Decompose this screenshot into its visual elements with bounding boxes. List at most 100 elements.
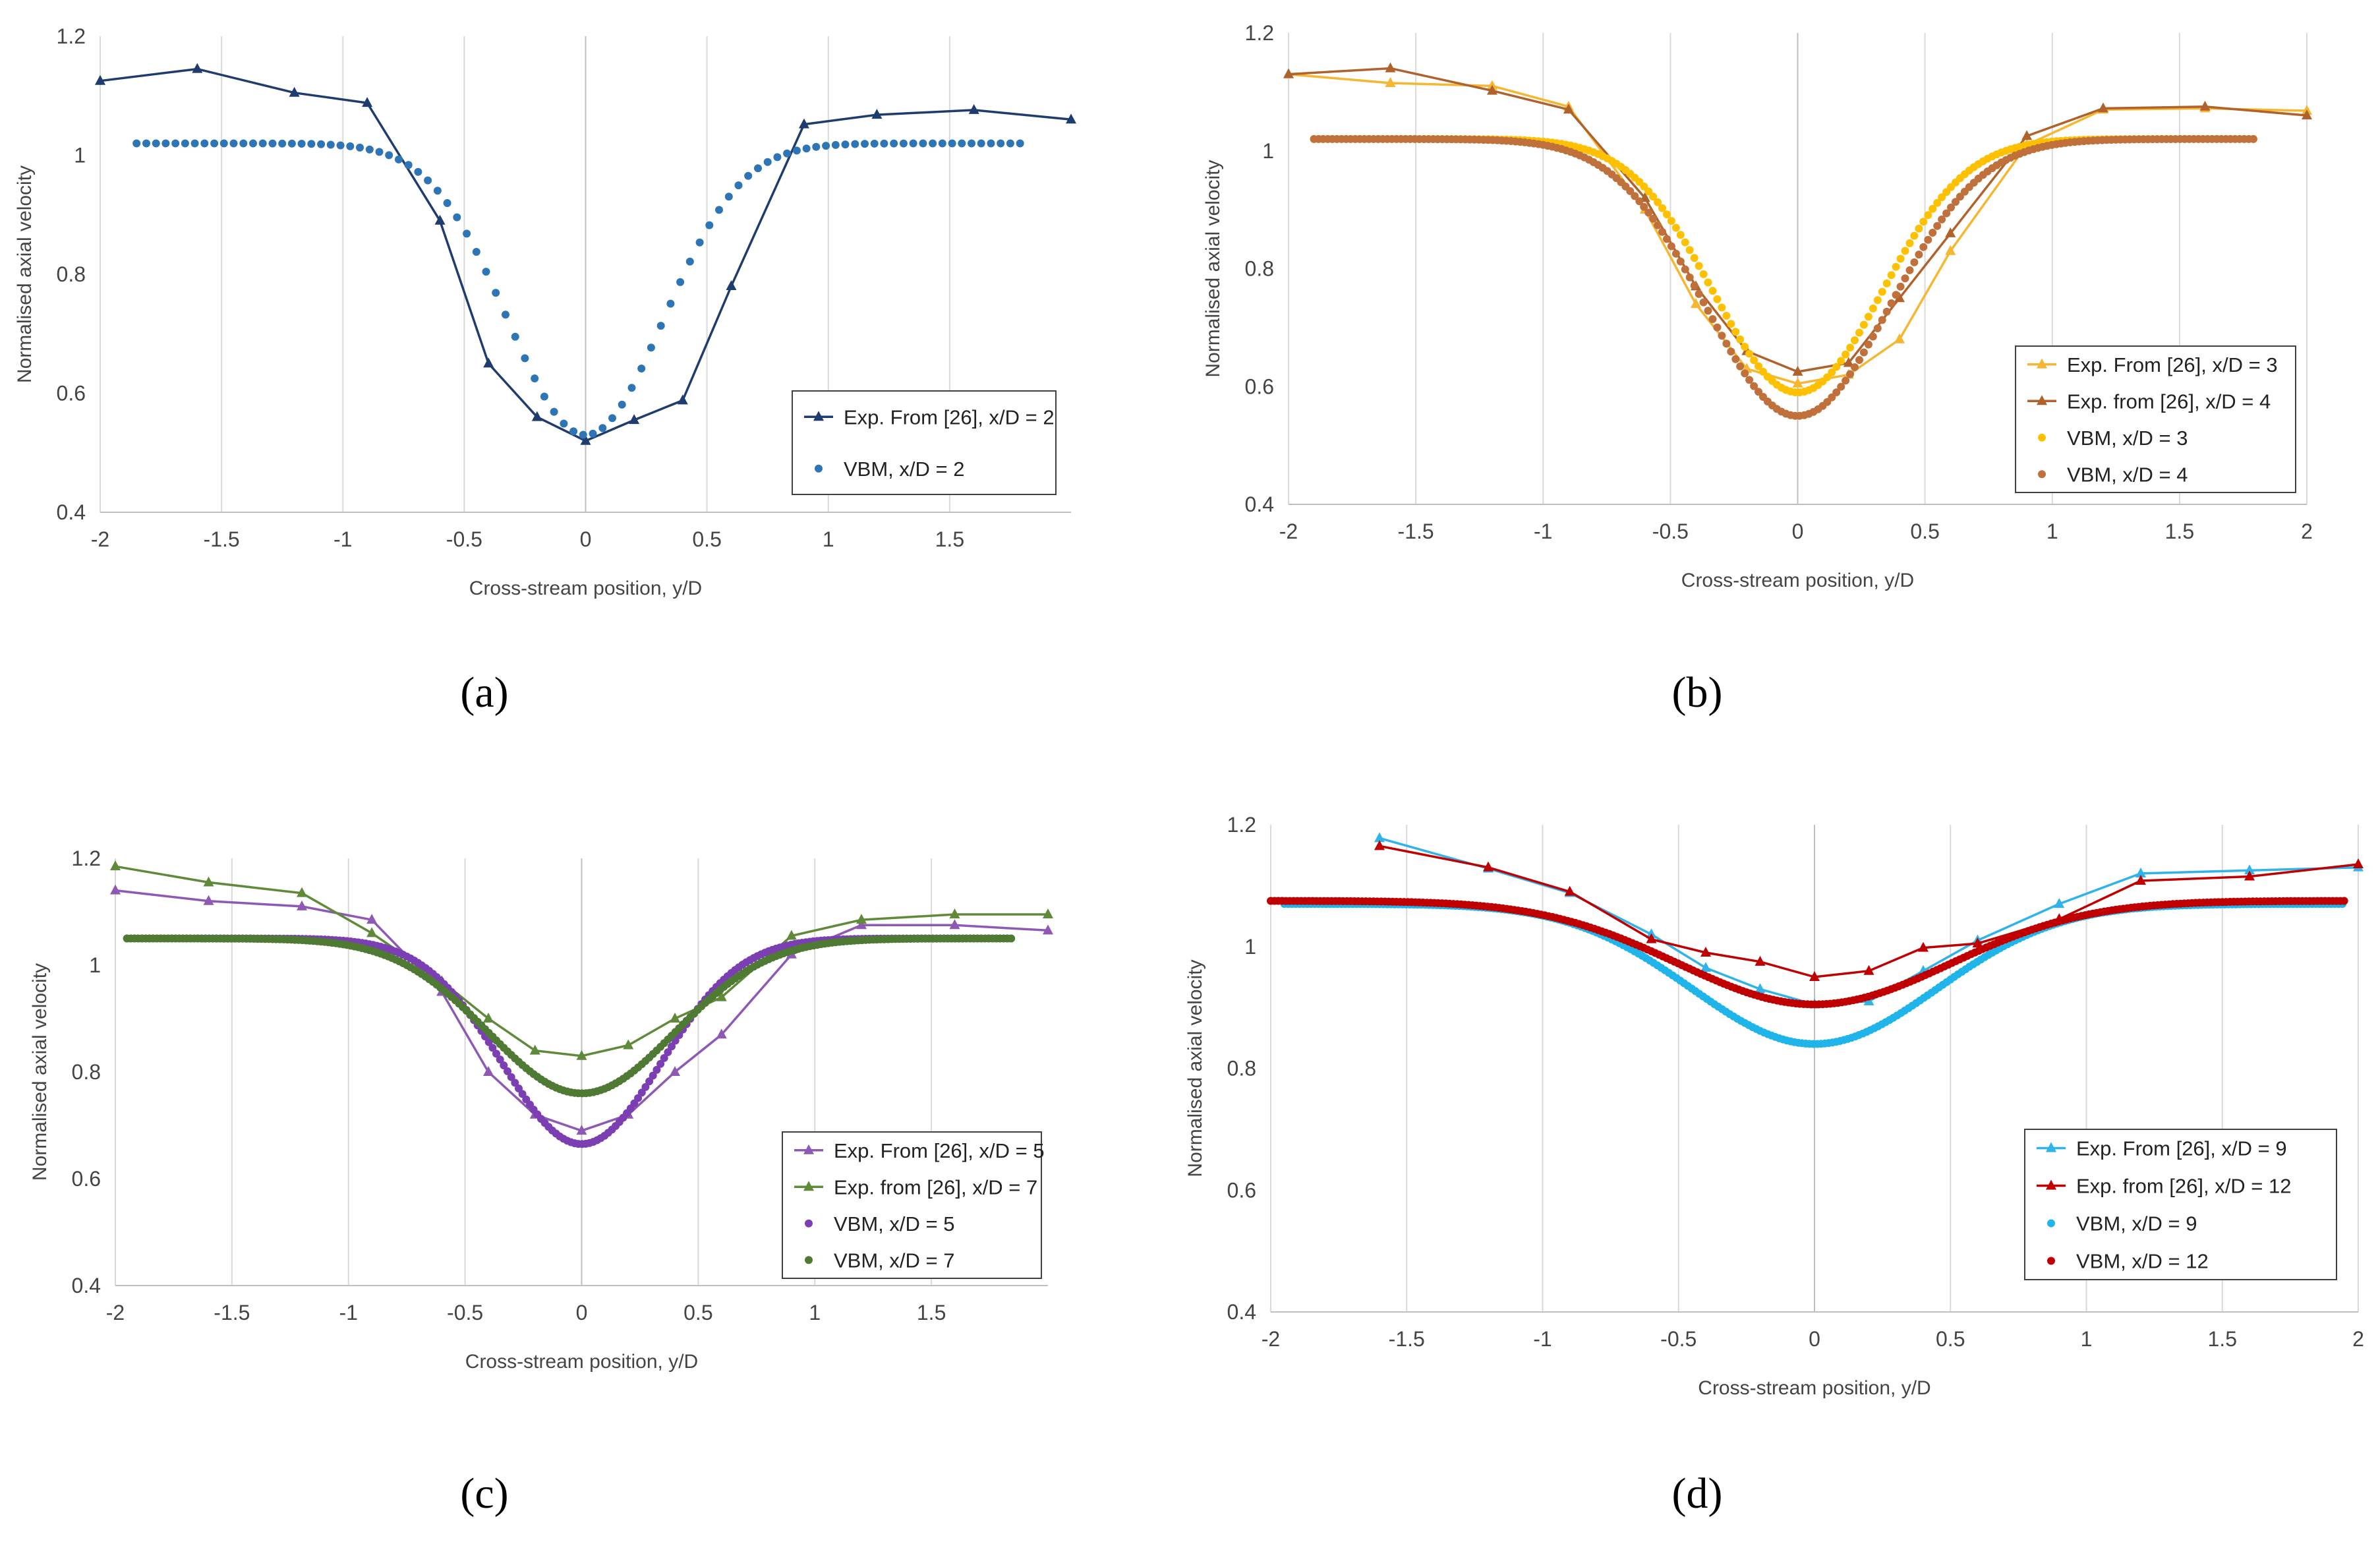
- data-point: [1755, 388, 1762, 396]
- data-point: [1952, 198, 1959, 206]
- series-2: [1374, 840, 2364, 981]
- data-point: [1855, 328, 1863, 337]
- data-point: [496, 1055, 504, 1064]
- data-point-marker: [576, 1125, 587, 1135]
- y-tick-label: 0.4: [57, 500, 86, 524]
- data-point: [550, 407, 558, 416]
- data-point-marker: [1894, 292, 1905, 303]
- data-point: [385, 151, 393, 160]
- data-point-marker: [1385, 62, 1396, 73]
- data-point-marker: [1483, 861, 1494, 872]
- data-point: [589, 429, 597, 438]
- data-point-marker: [580, 434, 591, 445]
- data-point: [1873, 296, 1882, 305]
- x-tick-label: 1.5: [935, 527, 964, 551]
- data-point: [831, 140, 840, 149]
- data-point-marker: [1809, 970, 1820, 981]
- y-tick-label: 0.8: [72, 1060, 101, 1084]
- data-point: [268, 139, 277, 148]
- data-point: [1892, 262, 1900, 271]
- data-point: [685, 257, 694, 266]
- data-point: [1663, 235, 1671, 243]
- data-point-marker: [1792, 377, 1803, 388]
- panel-label: (c): [460, 1470, 508, 1518]
- x-axis-title: Cross-stream position, y/D: [1698, 1377, 1930, 1399]
- legend-marker: [2038, 433, 2046, 442]
- data-point: [1864, 312, 1872, 321]
- data-point: [1924, 211, 1932, 220]
- data-point: [664, 1048, 672, 1056]
- data-point: [1929, 204, 1937, 213]
- y-tick-label: 0.8: [57, 262, 86, 286]
- data-point: [443, 199, 451, 207]
- data-point: [1708, 315, 1717, 323]
- data-point: [1828, 393, 1836, 401]
- data-point-marker: [483, 1066, 494, 1076]
- data-point: [792, 146, 801, 155]
- data-point-marker: [629, 414, 640, 425]
- data-point: [1919, 218, 1928, 226]
- data-point: [734, 181, 743, 190]
- y-tick-label: 0.6: [72, 1167, 101, 1191]
- data-point: [1685, 246, 1694, 254]
- data-point: [1828, 368, 1836, 376]
- data-point-marker: [2054, 898, 2065, 908]
- data-point-marker: [1700, 946, 1711, 957]
- data-point: [531, 374, 539, 382]
- legend-marker: [803, 1181, 814, 1191]
- data-point-marker: [483, 1013, 494, 1023]
- data-point: [1910, 258, 1919, 266]
- legend: Exp. From [26], x/D = 3 Exp. from [26], x…: [2015, 345, 2296, 493]
- data-point: [656, 322, 665, 330]
- data-point: [1722, 340, 1731, 348]
- data-point: [656, 1059, 665, 1068]
- data-point: [1915, 224, 1923, 233]
- data-point: [1832, 363, 1841, 371]
- series-2: [132, 139, 1024, 439]
- data-point-marker: [2199, 100, 2211, 111]
- legend-entry-label: VBM, x/D = 9: [2076, 1212, 2197, 1235]
- y-tick-label: 1.2: [72, 846, 101, 870]
- data-point: [997, 139, 1005, 148]
- data-point: [1741, 369, 1749, 378]
- data-point: [668, 1042, 676, 1051]
- data-point: [1640, 202, 1648, 211]
- data-point: [618, 400, 626, 409]
- data-point: [1685, 273, 1694, 282]
- legend-marker: [2046, 1142, 2056, 1152]
- data-point: [463, 229, 471, 238]
- x-tick-label: 0.5: [683, 1301, 712, 1324]
- data-point: [511, 332, 519, 341]
- data-point-marker: [1792, 365, 1803, 376]
- panel-label: (a): [460, 668, 508, 717]
- legend-entry-label: Exp. From [26], x/D = 2: [844, 405, 1055, 429]
- data-point-marker: [192, 63, 203, 73]
- data-point: [511, 1079, 519, 1087]
- y-axis-title: Normalised axial velocity: [14, 165, 36, 383]
- data-point-marker: [871, 109, 883, 119]
- data-point: [627, 384, 636, 392]
- data-point: [1690, 282, 1698, 290]
- data-point: [1654, 198, 1662, 206]
- data-point: [1956, 193, 1964, 201]
- series-1: [95, 63, 1076, 445]
- data-point: [1671, 223, 1680, 232]
- data-point: [1869, 332, 1877, 341]
- x-tick-label: -1: [1533, 1327, 1552, 1351]
- chart-panel-3: -2 -1.5 -1 -0.5 0 0.5 1 1.5 0.4 0.6 0.8 1 1.2 Cross-s…: [29, 846, 1053, 1518]
- x-tick-label: 1: [823, 527, 834, 551]
- data-point-marker: [677, 394, 688, 405]
- data-point: [142, 139, 150, 148]
- data-point: [1016, 139, 1024, 148]
- data-point-marker: [716, 991, 727, 1001]
- data-point: [1713, 295, 1722, 303]
- x-tick-label: 0.5: [1936, 1327, 1965, 1351]
- data-point-marker: [856, 914, 867, 924]
- data-point: [1842, 376, 1850, 385]
- data-point-marker: [366, 914, 378, 924]
- y-tick-label: 0.6: [1227, 1178, 1256, 1202]
- data-point: [1837, 357, 1845, 365]
- chart-panel-1: -2 -1.5 -1 -0.5 0 0.5 1 1.5 0.4 0.6 0.8 1 1.2 Cross-s…: [14, 24, 1076, 717]
- y-tick-label: 1.2: [1245, 21, 1274, 45]
- data-point: [1007, 934, 1016, 943]
